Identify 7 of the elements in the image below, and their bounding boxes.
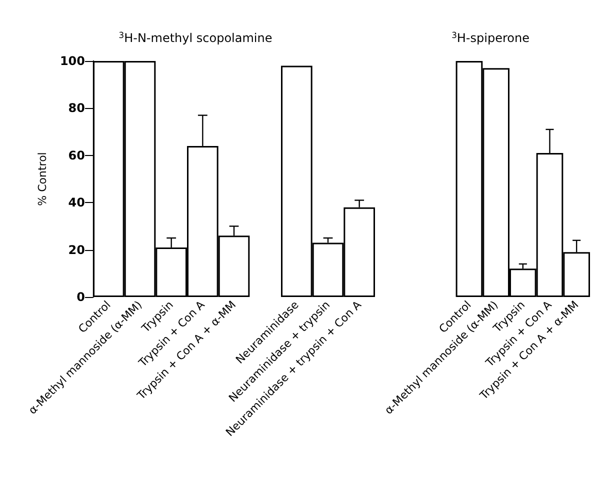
y-tick-label: 60 xyxy=(68,148,85,162)
y-tick-label: 80 xyxy=(68,101,85,116)
y-axis-title: % Control xyxy=(36,152,49,206)
y-tick-label: 40 xyxy=(68,196,85,210)
y-tick-label: 100 xyxy=(60,54,85,68)
y-tick-label: 20 xyxy=(68,242,85,257)
y-tick-label: 0 xyxy=(76,290,85,304)
